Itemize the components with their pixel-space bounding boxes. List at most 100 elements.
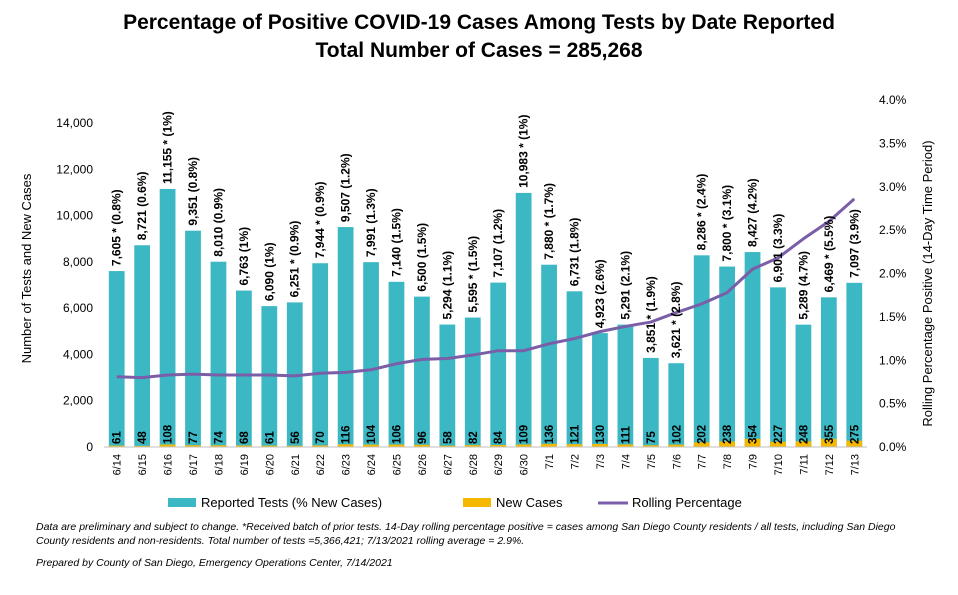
label-new-cases-7/9: 354 (748, 424, 760, 444)
label-tests-6/19: 6,763 (1%) (237, 227, 251, 286)
x-tick-label-6/22: 6/22 (315, 454, 327, 475)
label-new-cases-6/30: 109 (519, 425, 531, 444)
x-tick-label-7/3: 7/3 (595, 454, 607, 469)
label-tests-7/4: 5,291 (2.1%) (618, 251, 632, 320)
x-tick-label-7/8: 7/8 (722, 454, 734, 469)
chart-title: Percentage of Positive COVID-19 Cases Am… (123, 11, 835, 34)
bar-tests-6/24 (363, 262, 379, 447)
y-tick-label: 10,000 (56, 209, 93, 223)
bar-new-cases-7/1 (541, 443, 557, 447)
label-tests-7/12: 6,469 * (5.5%) (822, 216, 836, 293)
bar-tests-6/28 (464, 317, 481, 447)
bar-tests-6/18 (210, 261, 227, 447)
prepared-by: Prepared by County of San Diego, Emergen… (36, 557, 393, 569)
label-tests-7/3: 4,923 (2.6%) (593, 259, 607, 328)
bar-new-cases-6/23 (337, 444, 354, 447)
x-tick-label-7/2: 7/2 (570, 454, 582, 469)
label-tests-6/15: 8,721 (0.6%) (135, 172, 149, 241)
data-labels-layer: 7,605 * (0.8%) 8,721 (0.6%) 11,155 * (1%) 9… (110, 111, 862, 444)
bar-tests-6/14 (108, 271, 125, 447)
bar-tests-7/3 (592, 333, 608, 447)
label-new-cases-7/3: 130 (595, 425, 607, 444)
label-tests-6/25: 7,140 (1.5%) (389, 208, 403, 277)
bar-new-cases-6/25 (388, 444, 405, 447)
bar-new-cases-6/17 (185, 445, 201, 447)
label-tests-7/13: 7,097 (3.9%) (847, 209, 861, 278)
label-tests-7/10: 6,901 (3.3%) (771, 214, 785, 283)
bar-tests-7/7 (693, 255, 710, 447)
x-tick-label-7/12: 7/12 (824, 454, 836, 475)
bar-tests-6/17 (185, 230, 201, 447)
x-tick-label-6/19: 6/19 (239, 454, 251, 475)
bar-tests-6/29 (490, 282, 507, 447)
x-tick-label-6/21: 6/21 (290, 454, 302, 475)
y2-tick-label: 2.0% (879, 267, 907, 281)
rolling-percentage-line (116, 197, 856, 380)
x-tick-label-6/17: 6/17 (188, 454, 200, 475)
label-new-cases-6/20: 61 (264, 431, 276, 444)
label-new-cases-7/10: 227 (773, 425, 785, 444)
y2-axis-title: Rolling Percentage Positive (14-Day Time… (920, 140, 935, 426)
bar-tests-6/16 (159, 188, 176, 447)
bar-new-cases-6/16 (159, 444, 176, 447)
y-tick-label: 8,000 (63, 255, 93, 269)
bar-new-cases-6/27 (439, 445, 456, 447)
bar-tests-6/27 (439, 324, 456, 447)
legend-swatch-tests (168, 498, 196, 507)
chart-subtitle: Total Number of Cases = 285,268 (315, 39, 643, 62)
bar-tests-6/30 (515, 192, 532, 447)
y-tick-label: 2,000 (63, 394, 93, 408)
label-new-cases-7/2: 121 (570, 424, 582, 444)
label-new-cases-7/11: 248 (798, 424, 810, 444)
label-new-cases-6/27: 58 (442, 431, 454, 444)
y2-tick-label: 1.0% (879, 353, 907, 367)
y-axis-title: Number of Tests and New Cases (19, 173, 34, 363)
bar-new-cases-6/18 (210, 445, 227, 447)
y-tick-label: 14,000 (56, 116, 93, 130)
bar-new-cases-6/26 (414, 444, 430, 447)
label-tests-7/8: 7,800 * (3.1%) (720, 185, 734, 262)
bars-layer (108, 188, 863, 447)
bar-tests-7/2 (566, 291, 583, 447)
bar-tests-6/20 (261, 306, 278, 447)
bar-new-cases-6/14 (108, 445, 125, 447)
label-new-cases-7/13: 275 (849, 424, 861, 444)
bar-new-cases-7/7 (693, 442, 710, 447)
label-tests-6/27: 5,294 (1.1%) (440, 251, 454, 320)
bar-tests-6/15 (134, 245, 151, 447)
bar-tests-7/9 (744, 252, 761, 447)
label-tests-6/14: 7,605 * (0.8%) (110, 189, 124, 266)
bar-tests-7/8 (719, 266, 736, 447)
x-tick-label-6/30: 6/30 (519, 454, 531, 475)
bar-tests-7/12 (820, 297, 837, 447)
footnote: Data are preliminary and subject to chan… (36, 521, 896, 547)
bar-tests-6/22 (312, 263, 329, 447)
bar-new-cases-7/3 (592, 443, 608, 447)
label-tests-7/5: 3,851 * (1.9%) (644, 276, 658, 353)
x-tick-label-7/5: 7/5 (646, 454, 658, 469)
label-tests-7/9: 8,427 (4.2%) (746, 178, 760, 247)
label-new-cases-6/25: 106 (391, 425, 403, 444)
y-tick-label: 6,000 (63, 301, 93, 315)
y2-tick-label: 0.5% (879, 397, 907, 411)
y-tick-label: 12,000 (56, 162, 93, 176)
label-new-cases-6/18: 74 (213, 431, 225, 444)
label-tests-7/11: 5,289 (4.7%) (796, 251, 810, 320)
label-tests-6/24: 7,991 (1.3%) (364, 188, 378, 257)
bar-new-cases-6/24 (363, 444, 379, 447)
bar-tests-7/10 (770, 287, 786, 447)
label-new-cases-6/29: 84 (493, 431, 505, 444)
bar-new-cases-7/10 (770, 441, 786, 447)
label-new-cases-7/12: 355 (824, 424, 836, 444)
label-new-cases-7/6: 102 (671, 425, 683, 444)
bar-new-cases-7/12 (820, 438, 837, 447)
x-tick-label-6/14: 6/14 (112, 454, 124, 475)
bar-tests-7/6 (668, 363, 685, 447)
bar-new-cases-6/29 (490, 445, 507, 447)
y2-tick-label: 4.0% (879, 93, 907, 107)
x-tick-label-6/24: 6/24 (366, 454, 378, 475)
chart-title-block: Percentage of Positive COVID-19 Cases Am… (0, 9, 958, 65)
bar-new-cases-7/5 (642, 445, 659, 447)
label-tests-6/22: 7,944 * (0.9%) (313, 182, 327, 259)
